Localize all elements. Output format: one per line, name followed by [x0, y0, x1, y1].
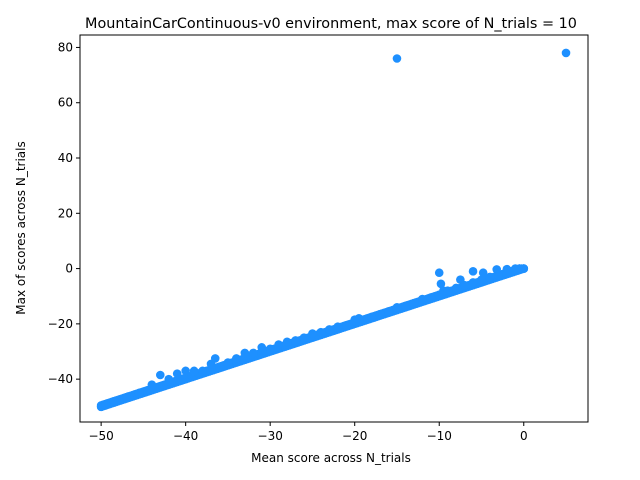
x-tick-label: −50	[88, 429, 113, 443]
points-layer	[96, 48, 571, 412]
y-tick-label: −20	[48, 317, 73, 331]
data-point	[392, 54, 402, 63]
x-axis-label: Mean score across N_trials	[251, 451, 411, 465]
data-point	[282, 337, 292, 347]
data-point	[478, 268, 488, 278]
data-point	[477, 275, 486, 284]
data-point	[122, 392, 131, 402]
data-point	[189, 366, 199, 376]
data-point	[308, 329, 317, 338]
data-point	[181, 366, 190, 376]
data-point	[468, 267, 478, 276]
x-tick-label: −10	[427, 429, 452, 443]
data-point	[384, 307, 393, 316]
data-point	[172, 369, 182, 378]
data-point	[375, 309, 385, 319]
data-point	[198, 366, 207, 376]
data-point	[325, 325, 334, 334]
data-point	[443, 286, 452, 296]
y-tick-label: −40	[48, 372, 73, 386]
data-point	[299, 333, 309, 342]
data-point	[316, 327, 326, 337]
y-tick-label: 80	[58, 40, 73, 54]
data-point	[333, 322, 343, 331]
data-point	[418, 294, 427, 304]
y-tick-label: 60	[58, 96, 73, 110]
data-point	[274, 340, 283, 349]
data-point	[434, 268, 444, 278]
data-point	[561, 48, 571, 58]
data-point	[240, 348, 250, 358]
data-point	[492, 265, 502, 274]
y-tick-label: 0	[65, 262, 73, 276]
x-tick-label: 0	[520, 429, 528, 443]
y-axis: −40 −20 0 20 40 60 80	[48, 40, 80, 386]
data-point	[392, 302, 402, 312]
data-point	[409, 298, 419, 308]
y-tick-label: 40	[58, 151, 73, 165]
data-point	[456, 275, 465, 284]
data-point	[210, 354, 220, 363]
data-point	[109, 396, 119, 406]
chart-title: MountainCarContinuous-v0 environment, ma…	[85, 16, 577, 32]
data-point	[451, 283, 461, 293]
x-tick-label: −40	[173, 429, 198, 443]
data-point	[134, 388, 144, 398]
data-point	[101, 401, 110, 410]
x-axis: −50 −40 −30 −20 −10 0	[88, 422, 528, 443]
data-point	[354, 314, 364, 323]
data-point	[426, 293, 436, 302]
data-point	[257, 343, 267, 352]
x-tick-label: −30	[258, 429, 283, 443]
data-point	[223, 358, 233, 367]
y-tick-label: 20	[58, 206, 73, 220]
data-point	[265, 344, 275, 354]
x-tick-label: −20	[342, 429, 367, 443]
y-axis-label: Max of scores across N_trials	[14, 141, 28, 314]
data-point	[502, 264, 512, 274]
data-point	[248, 348, 258, 358]
data-point	[341, 320, 351, 330]
data-point	[436, 279, 446, 289]
data-point	[147, 380, 157, 389]
data-point	[367, 312, 376, 322]
data-point	[164, 374, 174, 384]
data-point	[515, 264, 524, 273]
data-point	[156, 370, 165, 380]
data-point	[232, 354, 241, 363]
data-point	[485, 272, 495, 282]
data-point	[401, 301, 410, 311]
data-point	[291, 336, 300, 345]
data-point	[468, 278, 478, 287]
plot-frame	[79, 34, 589, 423]
